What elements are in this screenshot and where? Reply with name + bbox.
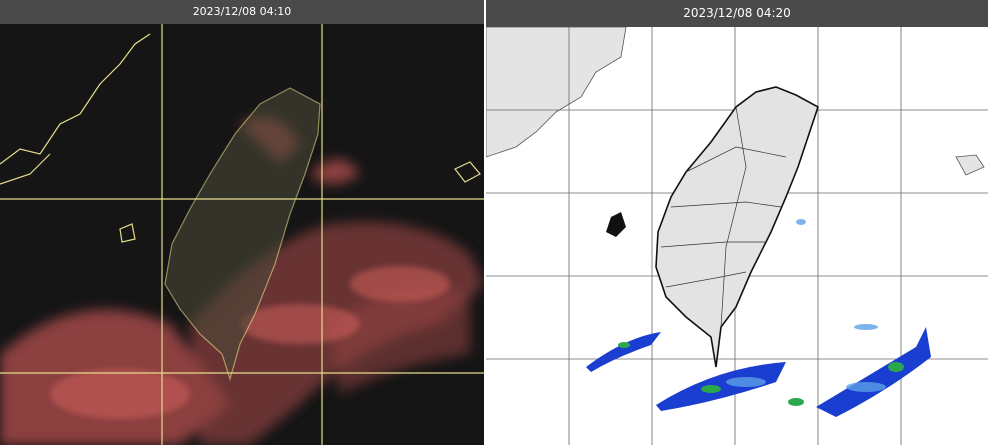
- satellite-image: [0, 24, 484, 445]
- radar-map: [486, 27, 988, 445]
- timestamp: 2023/12/08 04:10: [0, 0, 484, 24]
- timestamp: 2023/12/08 04:20: [486, 0, 988, 27]
